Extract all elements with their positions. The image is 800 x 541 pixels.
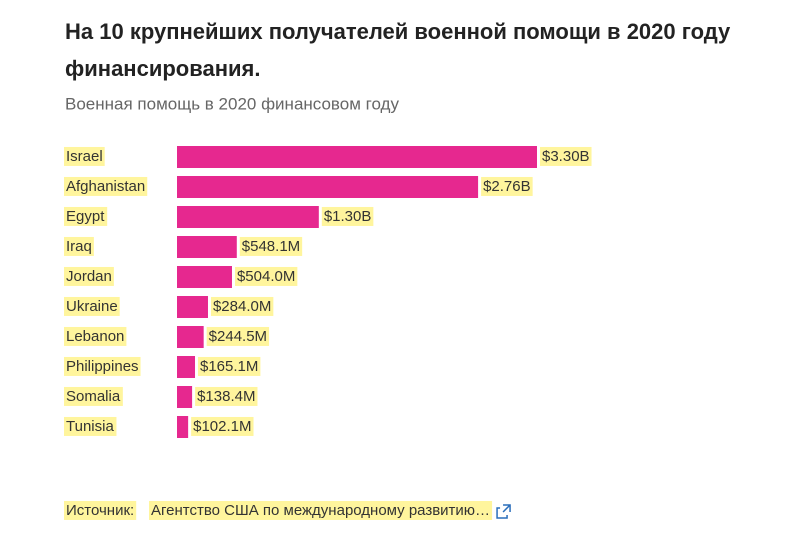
bar [177,146,537,168]
source-label: Источник: [66,502,134,519]
highlight [234,266,298,286]
bar [177,236,237,258]
external-link-icon[interactable] [496,504,511,519]
bar [177,326,204,348]
bar [177,176,479,198]
highlight [64,416,117,436]
category-label: Tunisia [66,418,114,435]
category-label: Afghanistan [66,178,145,195]
value-label: $548.1M [242,238,300,255]
bar [177,206,319,228]
category-label: Lebanon [66,328,124,345]
highlight [195,386,258,406]
bar [177,386,193,408]
value-label: $138.4M [197,388,255,405]
highlight [64,356,141,376]
value-label: $2.76B [483,178,531,195]
chart-subtitle: Военная помощь в 2020 финансовом году [65,94,399,113]
highlight [239,236,303,256]
bar [177,356,196,378]
highlight [481,176,533,196]
highlight [64,296,120,316]
value-label: $504.0M [237,268,295,285]
chart-title: На 10 крупнейших получателей военной пом… [65,19,731,44]
category-label: Iraq [66,238,92,255]
highlight [64,176,148,196]
source-link[interactable]: Агентство США по международному развитию… [151,502,490,519]
highlight [540,146,592,166]
chart-title: финансирования. [65,56,260,81]
category-label: Egypt [66,208,105,225]
category-label: Ukraine [66,298,118,315]
highlight [206,326,270,346]
category-label: Jordan [66,268,112,285]
highlight [64,500,137,520]
highlight [198,356,261,376]
highlight [64,236,94,256]
value-label: $284.0M [213,298,271,315]
value-label: $3.30B [542,148,590,165]
highlight [149,500,493,520]
highlight [64,266,114,286]
highlight [64,326,127,346]
highlight [64,386,123,406]
bar [177,416,189,438]
value-label: $1.30B [324,208,372,225]
bar [177,266,232,288]
highlight [64,146,105,166]
highlight [321,206,374,226]
value-label: $102.1M [193,418,251,435]
category-label: Somalia [66,388,121,405]
highlight [210,296,274,316]
highlight [64,206,108,226]
highlight [191,416,254,436]
bar [177,296,208,318]
value-label: $244.5M [209,328,267,345]
category-label: Israel [66,148,103,165]
value-label: $165.1M [200,358,258,375]
category-label: Philippines [66,358,139,375]
